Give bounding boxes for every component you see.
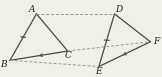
Text: F: F [154, 37, 160, 46]
Text: C: C [64, 51, 71, 60]
Text: A: A [29, 5, 35, 14]
Text: B: B [0, 60, 7, 69]
Text: D: D [116, 5, 123, 14]
Text: E: E [96, 67, 102, 76]
